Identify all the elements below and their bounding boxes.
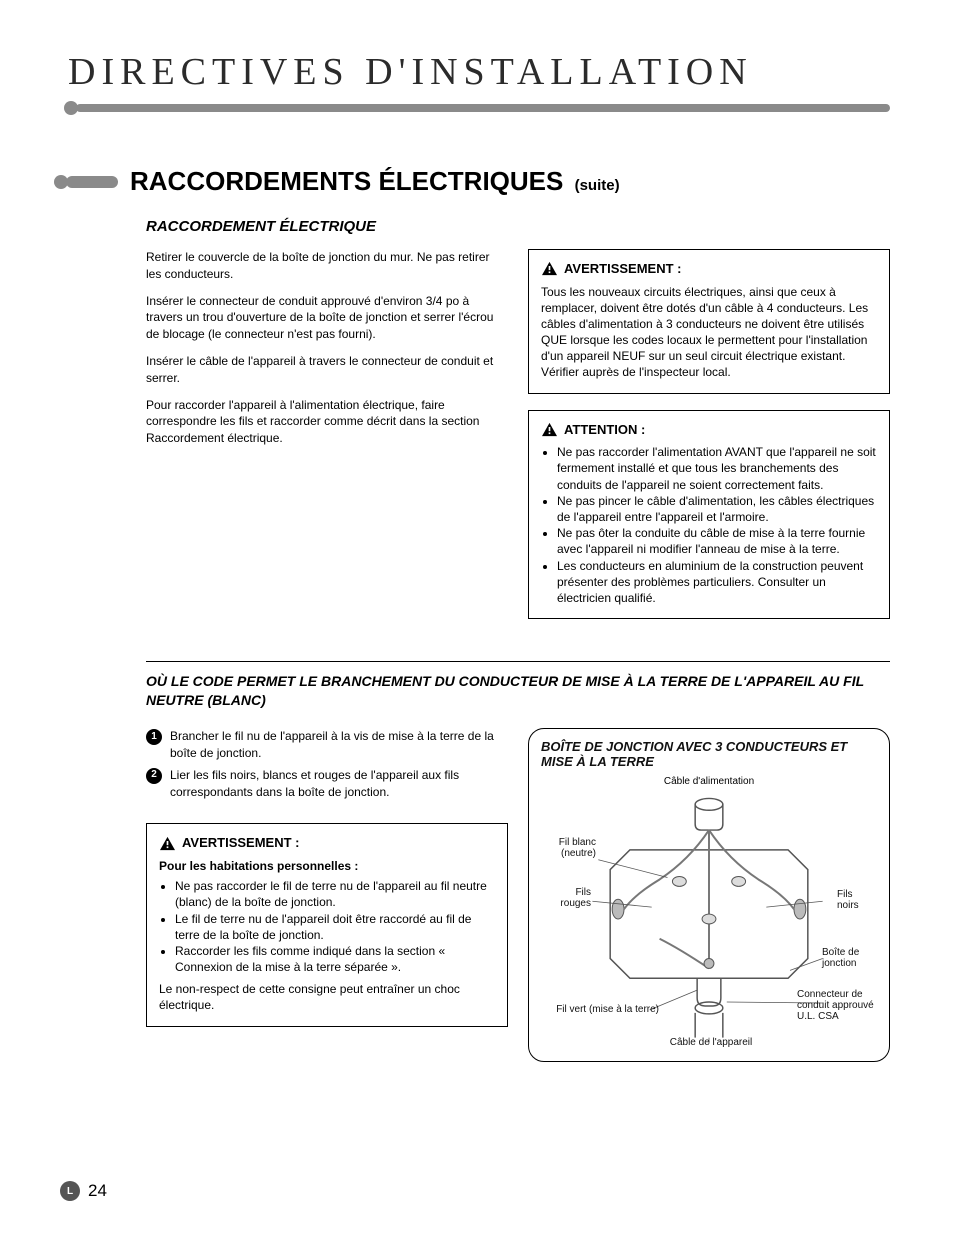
warning-icon [159, 836, 176, 851]
subsection-title: RACCORDEMENT ÉLECTRIQUE [146, 218, 890, 235]
brand-badge-icon: L [60, 1181, 80, 1201]
left-column: Retirer le couvercle de la boîte de jonc… [146, 249, 508, 635]
label-green-wire: Fil vert (mise à la terre) [541, 1004, 659, 1015]
label-red-wires: Fils rouges [541, 887, 591, 909]
intro-para: Retirer le couvercle de la boîte de jonc… [146, 249, 508, 283]
step-text: Lier les fils noirs, blancs et rouges de… [170, 767, 508, 802]
step-text: Brancher le fil nu de l'appareil à la vi… [170, 728, 508, 763]
intro-para: Insérer le câble de l'appareil à travers… [146, 353, 508, 387]
section-header: RACCORDEMENTS ÉLECTRIQUES (suite) [54, 168, 890, 198]
caution-item: Les conducteurs en aluminium de la const… [557, 558, 877, 607]
step-row: 2 Lier les fils noirs, blancs et rouges … [146, 767, 508, 802]
warning-box: AVERTISSEMENT : Pour les habitations per… [146, 823, 508, 1026]
caution-item: Ne pas ôter la conduite du câble de mise… [557, 525, 877, 557]
section-suffix: (suite) [575, 177, 620, 194]
diagram-box: BOÎTE DE JONCTION AVEC 3 CONDUCTEURS ET … [528, 728, 890, 1062]
steps-column: 1 Brancher le fil nu de l'appareil à la … [146, 728, 508, 1062]
caution-box: ATTENTION : Ne pas raccorder l'alimentat… [528, 410, 890, 619]
divider [146, 661, 890, 662]
caution-label: ATTENTION : [564, 421, 645, 439]
page-footer: L 24 [60, 1181, 107, 1201]
page-title: DIRECTIVES D'INSTALLATION [68, 50, 890, 94]
diagram-title: BOÎTE DE JONCTION AVEC 3 CONDUCTEURS ET … [541, 739, 877, 770]
warning-label: AVERTISSEMENT : [564, 260, 682, 278]
label-appliance-cable: Câble de l'appareil [651, 1037, 771, 1048]
diagram-top-label: Câble d'alimentation [541, 776, 877, 787]
section-title: RACCORDEMENTS ÉLECTRIQUES [130, 166, 563, 196]
intro-para: Pour raccorder l'appareil à l'alimentati… [146, 397, 508, 447]
right-column: AVERTISSEMENT : Tous les nouveaux circui… [528, 249, 890, 635]
warning-label: AVERTISSEMENT : [182, 834, 300, 852]
warning-item: Raccorder les fils comme indiqué dans la… [175, 943, 495, 975]
step-bullet: 2 [146, 768, 162, 784]
step-row: 1 Brancher le fil nu de l'appareil à la … [146, 728, 508, 763]
warning-tail: Le non-respect de cette consigne peut en… [159, 981, 495, 1013]
warning-icon [541, 261, 558, 276]
warning-subtitle: Pour les habitations personnelles : [159, 858, 495, 874]
caution-item: Ne pas raccorder l'alimentation AVANT qu… [557, 444, 877, 493]
warning-item: Ne pas raccorder le fil de terre nu de l… [175, 878, 495, 910]
intro-para: Insérer le connecteur de conduit approuv… [146, 293, 508, 343]
page-number: 24 [88, 1181, 107, 1201]
warning-text: Tous les nouveaux circuits électriques, … [541, 284, 877, 381]
label-black-wires: Fils noirs [837, 889, 877, 911]
step-bullet: 1 [146, 729, 162, 745]
where-title: OÙ LE CODE PERMET LE BRANCHEMENT DU COND… [146, 672, 890, 710]
title-rule [64, 100, 890, 114]
label-junction-box: Boîte de jonction [822, 947, 877, 969]
caution-item: Ne pas pincer le câble d'alimentation, l… [557, 493, 877, 525]
warning-item: Le fil de terre nu de l'appareil doit êt… [175, 911, 495, 943]
warning-icon [541, 422, 558, 437]
label-white-wire: Fil blanc (neutre) [541, 837, 596, 859]
diagram-column: BOÎTE DE JONCTION AVEC 3 CONDUCTEURS ET … [528, 728, 890, 1062]
label-connector: Connecteur de conduit approuvé U.L. CSA [797, 989, 877, 1022]
warning-box: AVERTISSEMENT : Tous les nouveaux circui… [528, 249, 890, 394]
